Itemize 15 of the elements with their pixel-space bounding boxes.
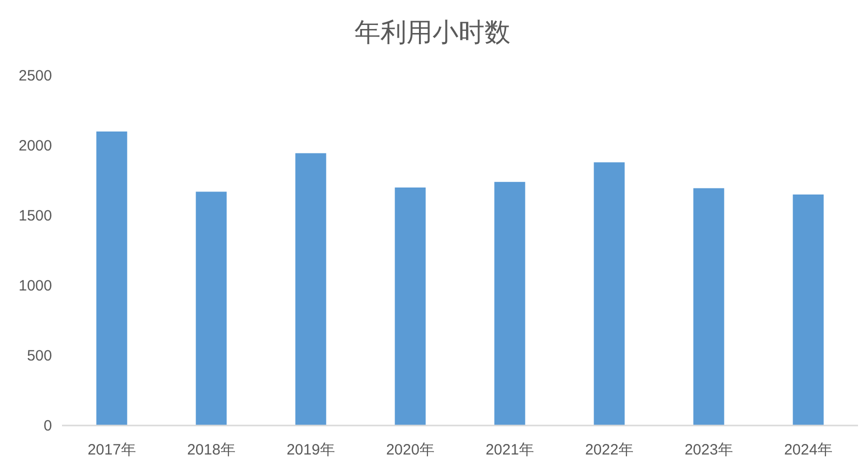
x-tick-label: 2017年 — [88, 442, 136, 458]
x-tick-label: 2022年 — [585, 442, 634, 458]
y-tick-label: 2500 — [18, 68, 52, 84]
x-tick-label: 2021年 — [486, 442, 534, 458]
x-tick-label: 2024年 — [784, 442, 832, 458]
x-tick-label: 2019年 — [286, 442, 335, 458]
title: 年利用小时数 — [354, 17, 510, 47]
x-tick-label: 2023年 — [684, 442, 733, 458]
y-tick-label: 1000 — [18, 278, 52, 294]
y-tick-label: 0 — [44, 418, 52, 434]
x-tick-label: 2020年 — [386, 442, 434, 458]
x-tick-label: 2018年 — [187, 442, 236, 458]
y-tick-label: 1500 — [18, 208, 52, 224]
y-tick-label: 500 — [26, 348, 52, 364]
y-tick-label: 2000 — [18, 138, 52, 154]
